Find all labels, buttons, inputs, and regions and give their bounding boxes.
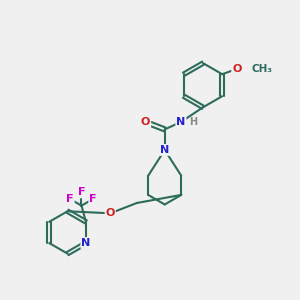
Text: CH₃: CH₃	[252, 64, 273, 74]
Text: N: N	[160, 145, 169, 155]
Text: H: H	[189, 117, 197, 127]
Text: F: F	[78, 188, 85, 197]
Text: O: O	[106, 208, 115, 218]
Text: F: F	[66, 194, 74, 204]
Text: F: F	[89, 194, 97, 204]
Text: N: N	[176, 117, 185, 127]
Text: O: O	[141, 117, 150, 127]
Text: N: N	[81, 238, 91, 248]
Text: O: O	[232, 64, 242, 74]
